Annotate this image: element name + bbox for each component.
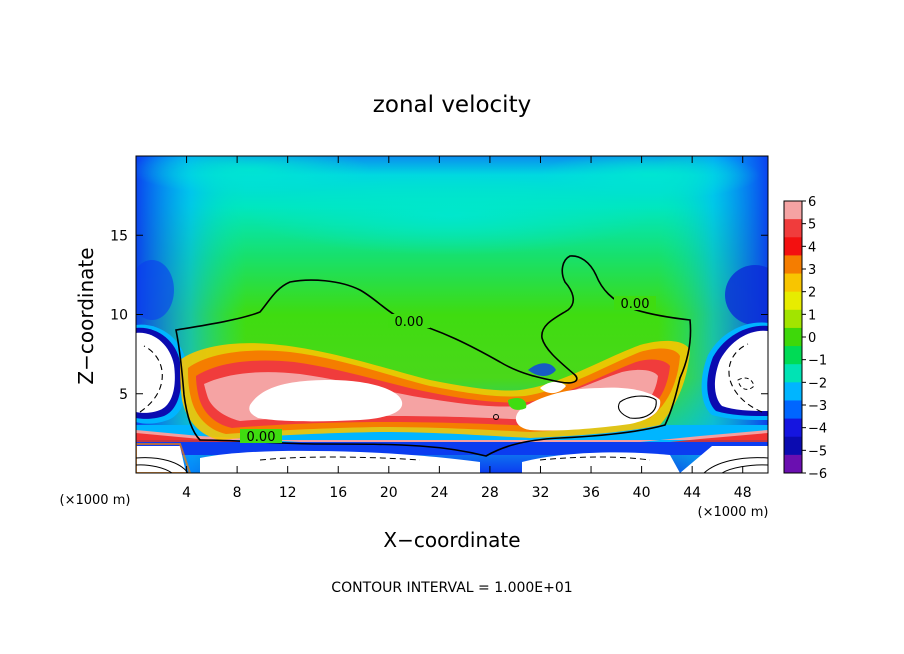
colorbar-swatch	[784, 219, 802, 238]
jet-blue-fleck	[528, 363, 556, 376]
x-tick-label: 40	[633, 485, 651, 501]
colorbar-tick-label: −1	[808, 354, 827, 369]
colorbar-tick-label: 2	[808, 286, 816, 301]
bottom-white-left	[200, 450, 480, 473]
colorbar-swatch	[784, 436, 802, 456]
x-unit-right: (×1000 m)	[698, 505, 769, 520]
colorbar-swatch	[784, 418, 802, 438]
y-axis-label: Z−coordinate	[74, 247, 98, 384]
bottom-left-white	[136, 446, 186, 473]
x-tick-label: 48	[734, 485, 752, 501]
x-tick-label: 28	[481, 485, 499, 501]
x-unit-left: (×1000 m)	[60, 493, 131, 508]
colorbar-tick-label: −6	[808, 467, 827, 482]
colorbar-swatch	[784, 237, 802, 256]
x-axis-label: X−coordinate	[383, 528, 520, 552]
x-tick-label: 20	[380, 485, 398, 501]
chart-title: zonal velocity	[373, 92, 531, 118]
colorbar-swatch	[784, 454, 802, 474]
contour-label: 0.00	[247, 430, 276, 445]
colorbar-tick-label: 4	[808, 240, 816, 255]
right-vortex-core	[714, 330, 768, 411]
x-tick-label: 24	[430, 485, 448, 501]
colorbar-tick-label: 6	[808, 195, 816, 210]
x-tick-label: 8	[233, 485, 242, 501]
colorbar-swatch	[784, 273, 802, 293]
colorbar-tick-label: −5	[808, 444, 827, 459]
y-tick-label: 10	[110, 308, 128, 324]
field-cyan-top-left	[136, 156, 370, 195]
y-tick-label: 5	[119, 387, 128, 403]
bottom-deep-blue-band	[136, 442, 768, 455]
left-vortex-contour	[139, 345, 163, 413]
colorbar-tick-label: −2	[808, 376, 827, 391]
colorbar-swatch	[784, 291, 802, 311]
field-blue-right	[725, 265, 768, 325]
x-tick-label: 12	[279, 485, 297, 501]
colorbar-swatch	[784, 364, 802, 383]
field-blue-left	[136, 260, 174, 320]
bottom-pink-band	[136, 430, 768, 450]
heatmap-field: 0.00 0.00 0.00	[136, 156, 768, 473]
colorbar: 6 5 4 3 2 1 0 −1 −2 −3 −4 −5 −6	[783, 195, 827, 482]
colorbar-swatch	[784, 309, 802, 329]
left-vortex-core	[136, 332, 175, 413]
colorbar-swatch	[784, 255, 802, 275]
jet-core-fleck	[540, 381, 566, 394]
colorbar-tick-label: 5	[808, 218, 816, 233]
bottom-white-right	[522, 452, 680, 473]
colorbar-tick-label: 1	[808, 308, 816, 323]
x-ticks: 4 8 12 16 20 24 28 32 36 40 44 48	[182, 156, 752, 501]
jet-green-fleck	[508, 397, 527, 410]
contour-label: 0.00	[621, 297, 650, 312]
x-tick-label: 36	[582, 485, 600, 501]
contour-label: 0.00	[395, 315, 424, 330]
right-vortex-contour	[728, 343, 763, 413]
colorbar-swatch	[784, 201, 802, 220]
jet-core-right	[515, 387, 661, 431]
y-ticks: 5 10 15	[110, 228, 768, 403]
colorbar-swatch	[784, 400, 802, 420]
colorbar-tick-label: 3	[808, 263, 816, 278]
colorbar-swatch	[784, 327, 802, 347]
colorbar-swatch	[784, 346, 802, 365]
x-tick-label: 16	[329, 485, 347, 501]
jet-core-contour	[617, 395, 657, 419]
x-tick-label: 4	[182, 485, 191, 501]
colorbar-tick-label: −4	[808, 422, 827, 437]
contour-interval-note: CONTOUR INTERVAL = 1.000E+01	[331, 580, 572, 596]
y-tick-label: 15	[110, 228, 128, 244]
jet-core-left	[249, 380, 403, 422]
x-tick-label: 32	[532, 485, 550, 501]
field-cyan-upper	[250, 175, 650, 255]
colorbar-tick-label: −3	[808, 399, 827, 414]
field-cyan-top-right	[540, 156, 760, 200]
colorbar-tick-label: 0	[808, 331, 816, 346]
x-tick-label: 44	[683, 485, 701, 501]
colorbar-swatch	[784, 382, 802, 401]
